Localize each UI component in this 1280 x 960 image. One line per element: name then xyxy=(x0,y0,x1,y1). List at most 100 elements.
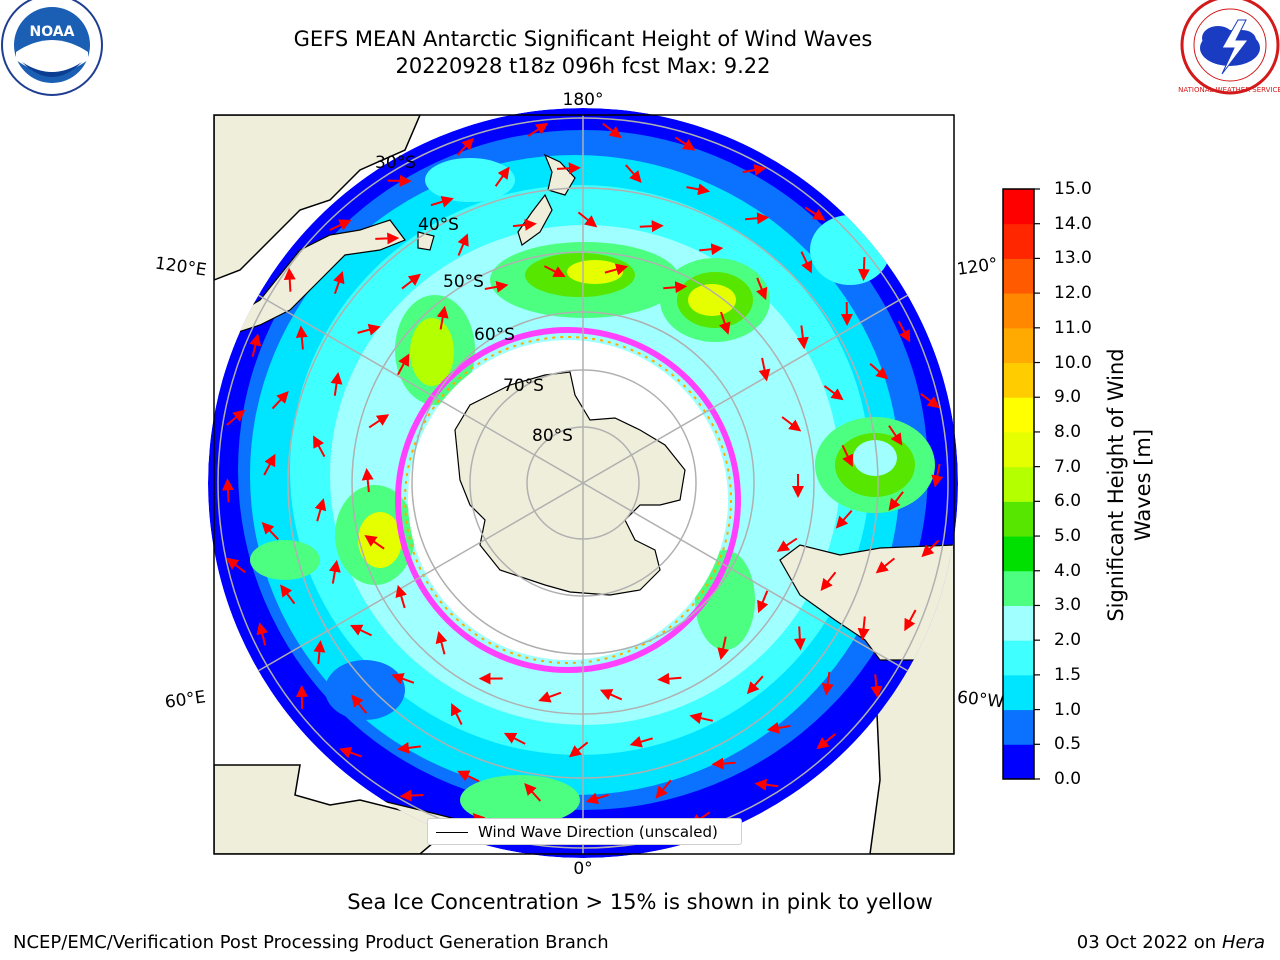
colorbar-segment xyxy=(1003,223,1034,259)
wind-wave-arrow xyxy=(368,414,390,429)
wind-wave-arrow xyxy=(745,212,770,225)
colorbar-segment xyxy=(1003,709,1034,745)
wind-wave-arrow xyxy=(756,277,768,301)
wind-wave-arrow xyxy=(888,425,903,446)
wind-wave-arrow xyxy=(888,491,904,511)
nws-logo: NATIONAL WEATHER SERVICE xyxy=(1178,0,1280,95)
wind-wave-arrow xyxy=(397,353,410,376)
wind-wave-arrow xyxy=(503,732,526,745)
wind-wave-arrow xyxy=(450,702,463,726)
footer-credit: NCEP/EMC/Verification Post Processing Pr… xyxy=(13,932,609,953)
wind-wave-arrow xyxy=(330,371,343,396)
wind-wave-arrow xyxy=(793,626,806,651)
wind-wave-arrow xyxy=(399,789,424,802)
wind-wave-arrow xyxy=(766,722,791,734)
wind-wave-arrow xyxy=(249,333,262,358)
wind-wave-arrow xyxy=(436,305,449,330)
colorbar-tick-label: 3.0 xyxy=(1054,595,1082,616)
wind-wave-arrow xyxy=(401,273,421,290)
colorbar-tick-label: 5.0 xyxy=(1054,526,1082,547)
colorbar-tick-label: 6.0 xyxy=(1054,491,1082,512)
colorbar-tick-label: 8.0 xyxy=(1054,421,1082,442)
colorbar-tick-label: 1.0 xyxy=(1054,699,1082,720)
wind-wave-arrow xyxy=(328,559,341,584)
colorbar-tick-label: 4.0 xyxy=(1054,560,1082,581)
colorbar-tick-label: 2.0 xyxy=(1054,630,1082,651)
footer-date: 03 Oct 2022 on Hera xyxy=(1077,932,1265,953)
legend-line-swatch xyxy=(436,832,468,833)
chart-subtitle: 20220928 t18z 096h fcst Max: 9.22 xyxy=(395,54,771,78)
wind-wave-arrow xyxy=(796,325,809,350)
colorbar-segment xyxy=(1003,570,1034,606)
wind-wave-arrow xyxy=(361,468,374,493)
colorbar-segment xyxy=(1003,327,1034,364)
lat-label-50s: 50°S xyxy=(443,272,484,292)
wind-wave-arrow xyxy=(781,416,802,432)
wind-wave-arrow xyxy=(226,409,246,426)
colorbar-tick-label: 15.0 xyxy=(1054,179,1092,199)
map-legend: Wind Wave Direction (unscaled) xyxy=(427,818,742,845)
lat-label-40s: 40°S xyxy=(418,215,459,235)
wind-wave-arrow xyxy=(757,590,769,614)
wind-wave-arrow xyxy=(430,195,454,208)
wind-wave-arrow xyxy=(484,280,509,293)
wind-wave-arrow xyxy=(657,672,682,685)
wind-wave-arrow xyxy=(602,122,622,139)
lon-label-60e: 60°E xyxy=(164,687,207,712)
colorbar-segment xyxy=(1003,362,1034,398)
wind-wave-arrow xyxy=(329,219,352,231)
lon-label-120w: 120° xyxy=(956,254,999,280)
wind-wave-arrow xyxy=(375,232,400,245)
wind-wave-arrow xyxy=(711,757,736,770)
wind-wave-arrow xyxy=(538,691,562,703)
wind-wave-arrow xyxy=(256,622,269,646)
wind-wave-arrow xyxy=(804,206,826,221)
colorbar-tick-label: 14.0 xyxy=(1054,213,1092,234)
wind-wave-arrow xyxy=(869,362,889,380)
chart-title: GEFS MEAN Antarctic Significant Height o… xyxy=(293,27,873,51)
wind-wave-arrow xyxy=(397,741,421,754)
wind-wave-arrow xyxy=(663,281,688,294)
lon-label-120e: 120°E xyxy=(154,254,208,281)
wind-wave-arrow xyxy=(222,478,234,503)
wind-wave-arrow xyxy=(585,792,609,805)
wind-wave-arrow xyxy=(920,393,940,409)
wind-wave-arrow xyxy=(800,251,813,274)
wind-wave-arrow xyxy=(457,233,469,256)
colorbar-tick-label: 10.0 xyxy=(1054,352,1092,373)
colorbar-segment xyxy=(1003,536,1034,572)
colorbar-segment xyxy=(1003,466,1034,502)
colorbar-segment xyxy=(1003,501,1034,537)
wind-wave-arrow xyxy=(719,311,731,335)
wind-wave-arrow xyxy=(904,609,917,632)
nws-logo-text: NATIONAL WEATHER SERVICE xyxy=(1178,86,1280,94)
colorbar-segment xyxy=(1003,674,1034,711)
wind-wave-arrow xyxy=(875,557,896,574)
wind-wave-arrow xyxy=(263,453,276,476)
wind-wave-arrow xyxy=(395,584,407,609)
wind-wave-arrow xyxy=(351,694,368,714)
wind-wave-arrows xyxy=(222,122,944,845)
colorbar-tick-label: 7.0 xyxy=(1054,456,1082,477)
lat-label-80s: 80°S xyxy=(532,426,573,446)
wind-wave-arrow xyxy=(527,122,549,137)
colorbar-segment xyxy=(1003,293,1034,329)
wind-wave-arrow xyxy=(674,136,696,151)
wind-wave-arrow xyxy=(931,463,944,488)
colorbar-segment xyxy=(1003,397,1034,433)
colorbar-segment xyxy=(1003,189,1034,225)
colorbar-tick-label: 0.0 xyxy=(1054,769,1082,789)
lon-label-60w: 60°W xyxy=(956,688,1005,713)
colorbar-label: Significant Height of Wind Waves [m] xyxy=(1104,348,1155,622)
footer-date-text: 03 Oct 2022 on xyxy=(1076,932,1222,953)
wind-wave-arrow xyxy=(758,357,771,382)
wind-wave-arrow xyxy=(689,712,714,724)
wind-wave-arrow xyxy=(556,162,581,175)
wind-wave-arrow xyxy=(543,265,566,278)
wind-wave-arrow xyxy=(226,557,246,574)
lat-label-30s: 30°S xyxy=(375,153,416,173)
wind-wave-arrow xyxy=(841,444,854,468)
wind-wave-arrow xyxy=(816,733,836,750)
colorbar-segment xyxy=(1003,258,1034,294)
wind-wave-arrow xyxy=(823,385,844,401)
